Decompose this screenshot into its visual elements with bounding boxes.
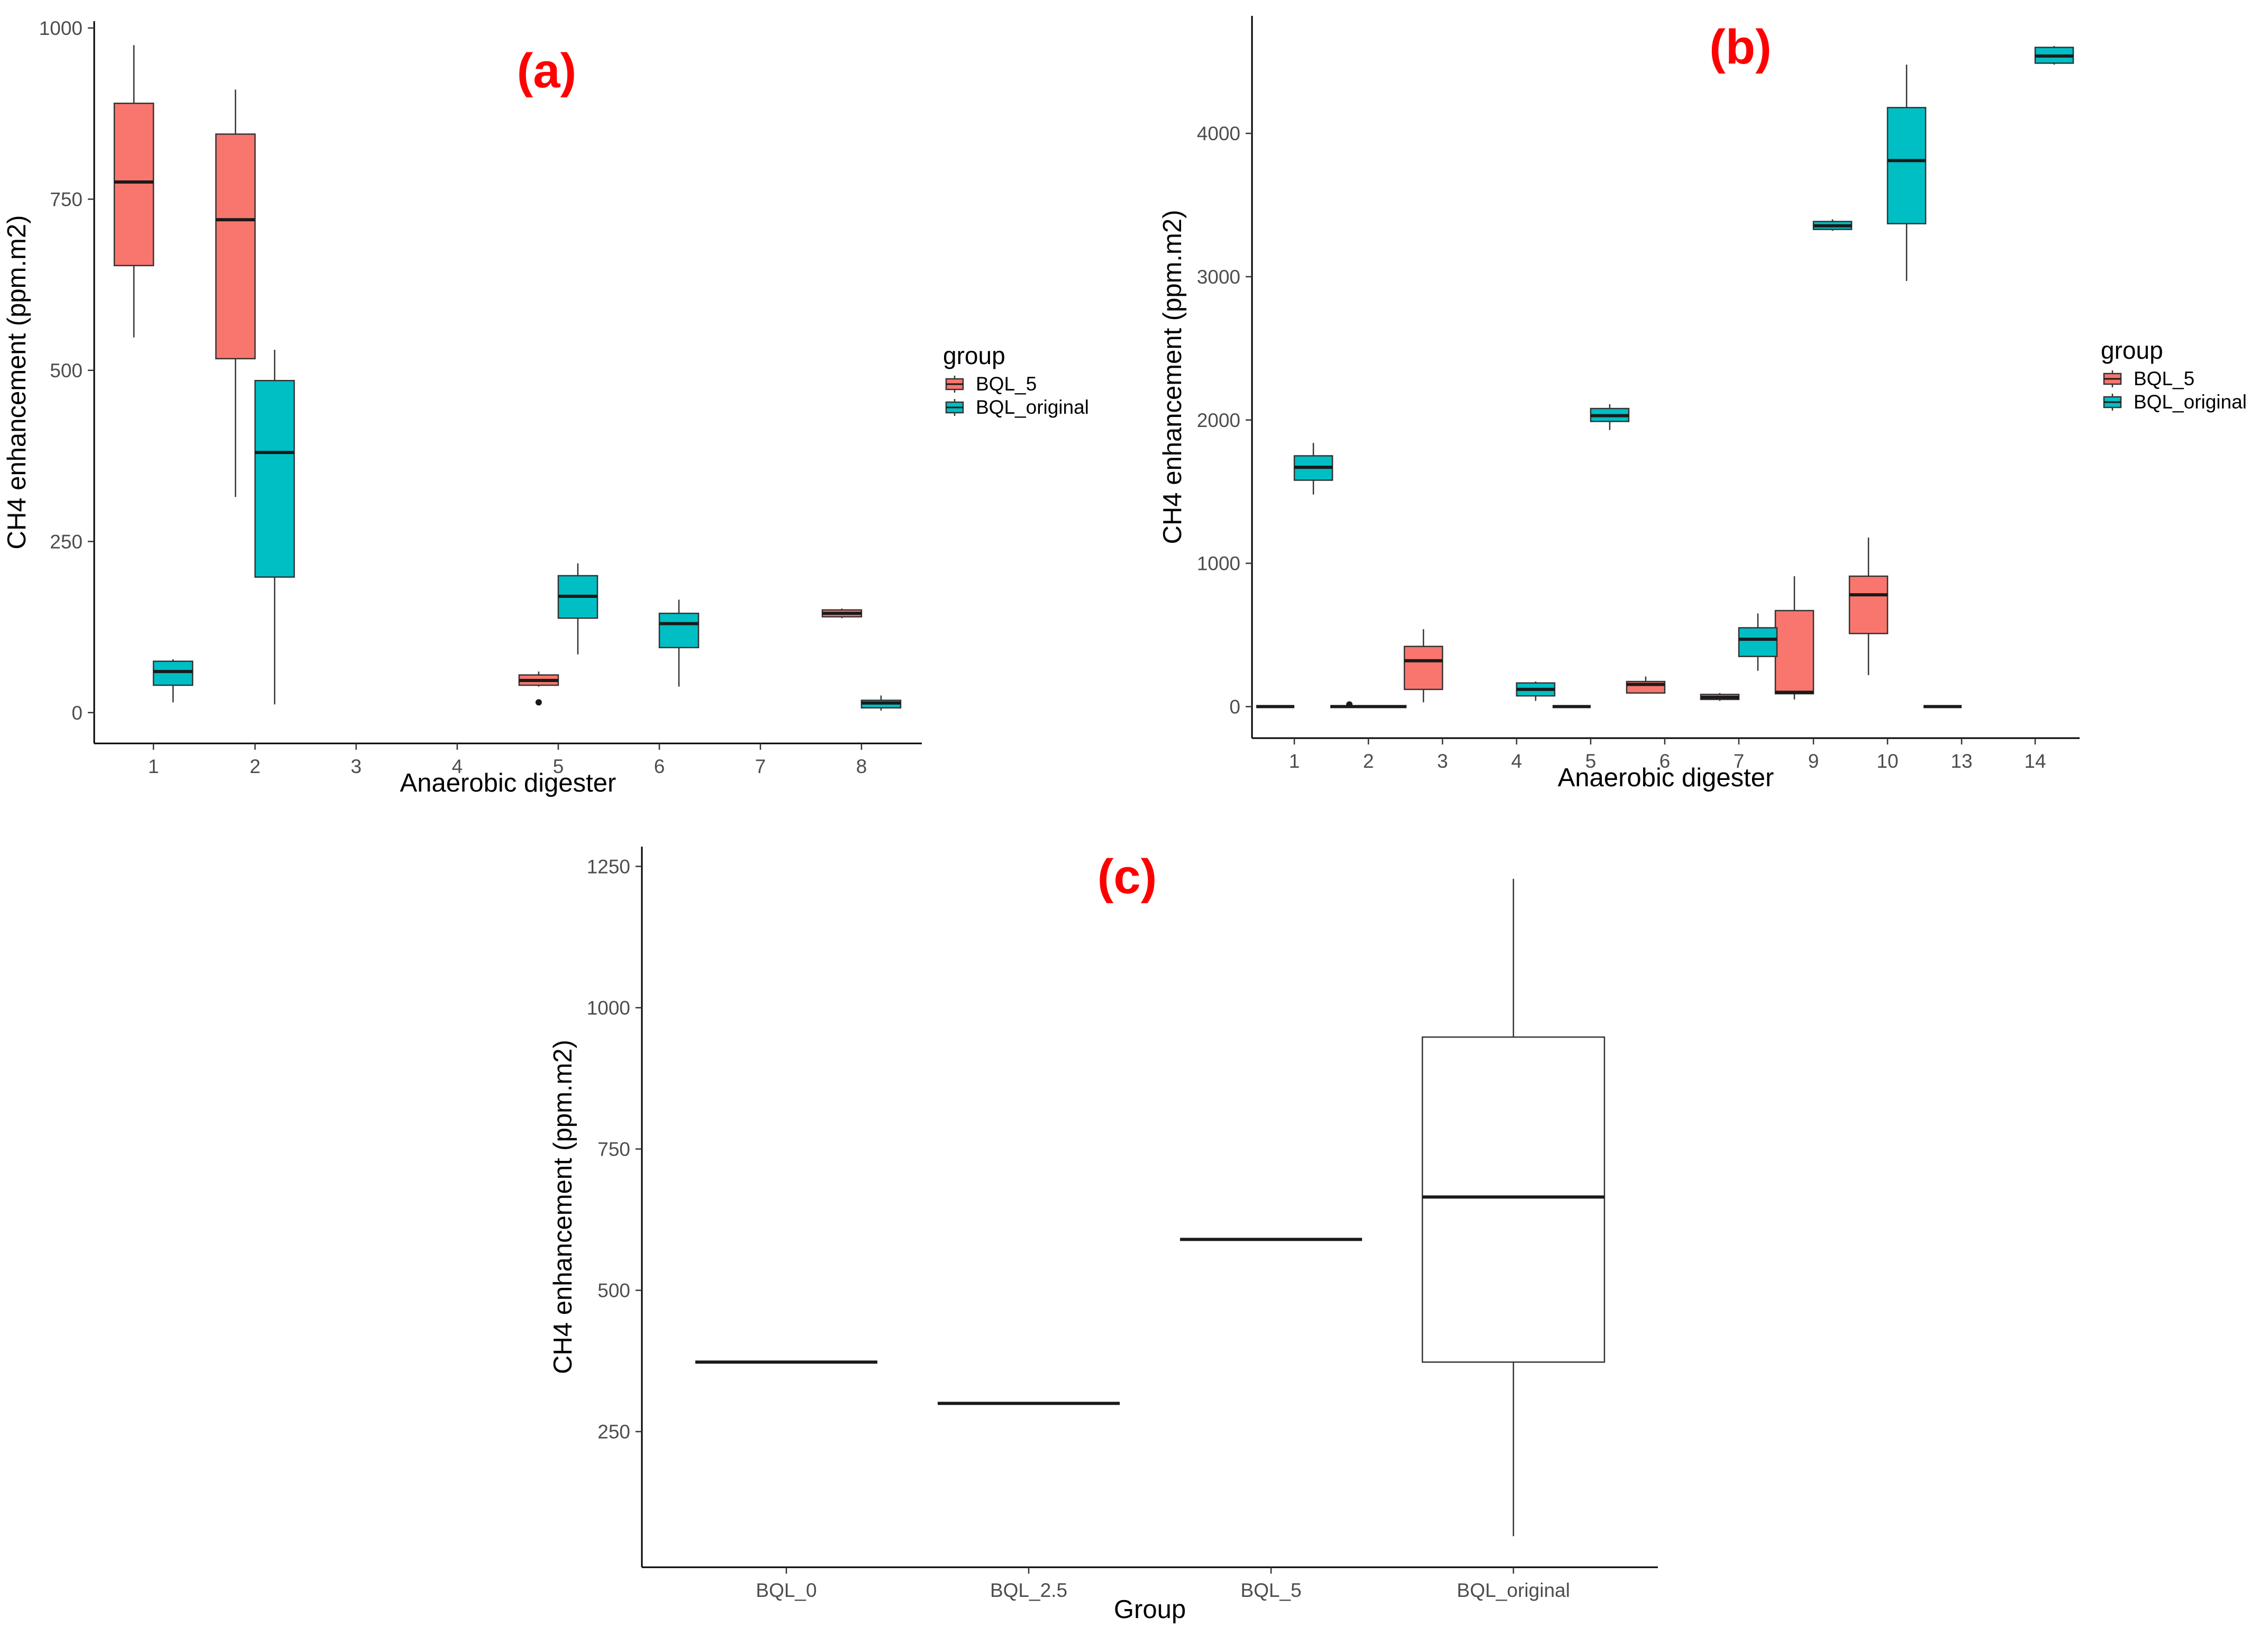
y-tick-label: 750 [50,188,83,210]
box-body [1738,627,1778,657]
outlier-point [1346,701,1353,708]
box-all-BQL_original [1421,878,1605,1537]
x-tick-label: 6 [1659,750,1671,772]
panel-b: (b) 0 1000 2000 3000 4000 1 2 3 4 5 6 7 9 10 13 14 Anaero… [1158,16,2247,792]
legend-label: BQL_original [976,396,1089,418]
box-body [1774,610,1815,695]
y-axis-title: CH4 enhancement (ppm.m2) [549,1040,577,1374]
box-BQL_original-1 [152,659,194,703]
box-BQL_5-8 [821,608,863,619]
box-BQL_original-1 [1293,443,1333,495]
box-BQL_5-7 [1700,693,1740,701]
panel-tag: (c) [1097,850,1157,904]
x-axis-title: Anaerobic digester [1558,764,1774,792]
box-BQL_5-2 [215,89,256,497]
box-BQL_original-10 [1886,65,1927,281]
x-tick-label: 7 [755,756,766,777]
y-tick-label: 4000 [1197,123,1240,144]
box-BQL_original-8 [860,695,902,711]
x-tick-label: 5 [1585,750,1596,772]
x-axis-title: Group [1114,1595,1186,1624]
box-body [1421,1036,1605,1363]
box-BQL_original-14 [2034,46,2074,65]
x-tick-label: 3 [1437,750,1448,772]
x-tick-label: 13 [1951,750,1972,772]
x-tick-label: 6 [654,756,665,777]
x-tick-label: 8 [856,756,867,777]
y-tick-label: 3000 [1197,266,1240,288]
box-body [658,612,700,649]
x-tick-label: 3 [351,756,362,777]
box-BQL_original-6 [658,600,700,687]
box-BQL_5-3 [1403,629,1444,703]
x-tick-label: 7 [1734,750,1745,772]
y-tick-label: 500 [50,360,83,382]
x-tick-label: 2 [1363,750,1374,772]
legend-title: group [943,342,1005,369]
box-BQL_5-1 [113,45,155,338]
legend-title: group [2101,337,2163,364]
box-BQL_original-2 [254,350,295,705]
y-tick-label: 250 [597,1421,630,1443]
x-tick-label: 4 [452,756,463,777]
x-tick-label: 10 [1876,750,1898,772]
box-body [113,103,155,267]
box-BQL_original-7 [1738,613,1778,671]
box-BQL_original-9 [1812,219,1853,231]
legend-label: BQL_original [2134,391,2247,413]
x-tick-label: 2 [250,756,261,777]
x-tick-label: BQL_original [1457,1579,1570,1601]
x-tick-label: 1 [1289,750,1300,772]
box-body [1403,646,1444,691]
panel-c: (c) 250 500 750 1000 1250 BQL_0 BQL_2.5 BQL_5 BQL… [549,847,1658,1624]
x-tick-label: 1 [148,756,159,777]
y-tick-label: 2000 [1197,410,1240,431]
box-BQL_original-4 [1516,682,1556,701]
x-tick-label: BQL_5 [1240,1579,1301,1601]
panel-tag: (a) [517,44,576,98]
y-axis-title: CH4 enhancement (ppm.m2) [3,215,31,550]
y-tick-label: 1250 [587,856,630,877]
x-axis-title: Anaerobic digester [400,769,616,797]
y-tick-label: 1000 [39,17,83,39]
y-tick-label: 750 [597,1139,630,1160]
x-tick-label: BQL_0 [756,1579,817,1601]
y-tick-label: 500 [597,1280,630,1302]
x-tick-label: 9 [1808,750,1819,772]
y-tick-label: 1000 [1197,553,1240,575]
box-body [1848,575,1889,634]
y-axis-title: CH4 enhancement (ppm.m2) [1158,210,1187,544]
x-tick-label: 5 [553,756,564,777]
legend-label: BQL_5 [2134,368,2194,389]
panel-a: (a) 0 250 500 750 1000 1 2 3 4 5 6 7 8 Anaerobic diges… [3,17,1089,797]
box-BQL_5-9 [1774,576,1815,700]
box-BQL_original-5 [1590,404,1630,430]
y-tick-label: 1000 [587,997,630,1019]
x-tick-label: BQL_2.5 [990,1579,1067,1601]
box-BQL_original-5 [557,563,598,655]
y-tick-label: 250 [50,531,83,552]
box-BQL_5-10 [1848,537,1889,675]
box-body [1886,107,1927,224]
outlier-point [536,699,542,706]
y-tick-label: 0 [1229,696,1240,717]
box-body [152,660,194,686]
box-body [215,133,256,360]
box-BQL_5-5 [518,671,559,706]
x-tick-label: 4 [1511,750,1522,772]
box-BQL_5-2 [1330,701,1368,708]
x-tick-label: 14 [2024,750,2046,772]
y-tick-label: 0 [71,702,83,724]
legend-label: BQL_5 [976,373,1037,395]
panel-tag: (b) [1709,20,1771,74]
box-BQL_5-6 [1626,676,1666,694]
box-body [254,380,295,578]
